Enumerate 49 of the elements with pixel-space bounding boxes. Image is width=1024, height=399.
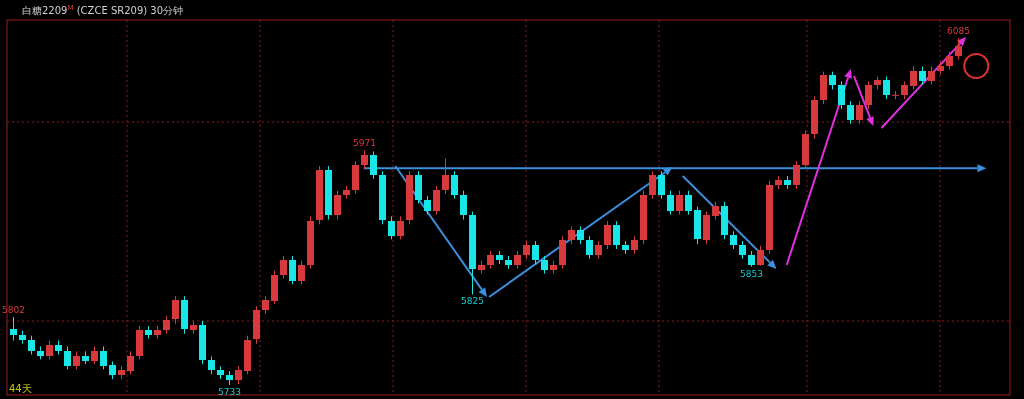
annotation: 5971 (353, 138, 376, 149)
annotation: 5733 (218, 387, 241, 397)
candlestick (388, 215, 395, 240)
candlestick (424, 195, 431, 216)
candlestick (46, 340, 53, 360)
annotation: 5825 (461, 296, 484, 307)
candlestick (883, 76, 890, 100)
candlestick (586, 235, 593, 260)
candlestick (64, 345, 71, 370)
annotation: 44天 (9, 383, 32, 394)
candlestick (910, 65, 917, 90)
candlestick (442, 157, 449, 195)
candlestick (613, 220, 620, 250)
annotation: 5802 (2, 304, 25, 315)
annotation: 5853 (740, 268, 763, 279)
candlestick (28, 335, 35, 355)
candlestick (397, 215, 404, 240)
candlestick (532, 240, 539, 265)
candlestick (10, 316, 17, 342)
candlestick (280, 255, 287, 279)
candlestick (676, 190, 683, 216)
candlestick (370, 150, 377, 180)
candlestick (361, 149, 368, 170)
candlestick (847, 100, 854, 125)
candlestick (685, 190, 692, 216)
candlestick (919, 65, 926, 85)
candlestick (298, 260, 305, 285)
candlestick (649, 170, 656, 200)
chart-title: 白糖2209$^{M}$ (CZCE SR209) 30分钟 (22, 4, 184, 16)
candlestick (604, 220, 611, 250)
candlestick (433, 185, 440, 216)
candlestick (667, 190, 674, 216)
candlestick (757, 245, 764, 267)
annotation: 6085 (947, 26, 970, 36)
candlestick (928, 65, 935, 85)
candlestick (460, 190, 467, 220)
candlestick (172, 295, 179, 325)
candlestick (73, 350, 80, 370)
candlestick (658, 170, 665, 200)
candlestick (289, 255, 296, 285)
candlestick (451, 170, 458, 200)
candlestick (793, 160, 800, 190)
candlestick (955, 37, 962, 61)
candlestick (865, 80, 872, 110)
candlestick (334, 190, 341, 220)
candlestick (100, 345, 107, 370)
candlestick (127, 350, 134, 375)
candlestick (838, 80, 845, 110)
candlestick (856, 100, 863, 125)
